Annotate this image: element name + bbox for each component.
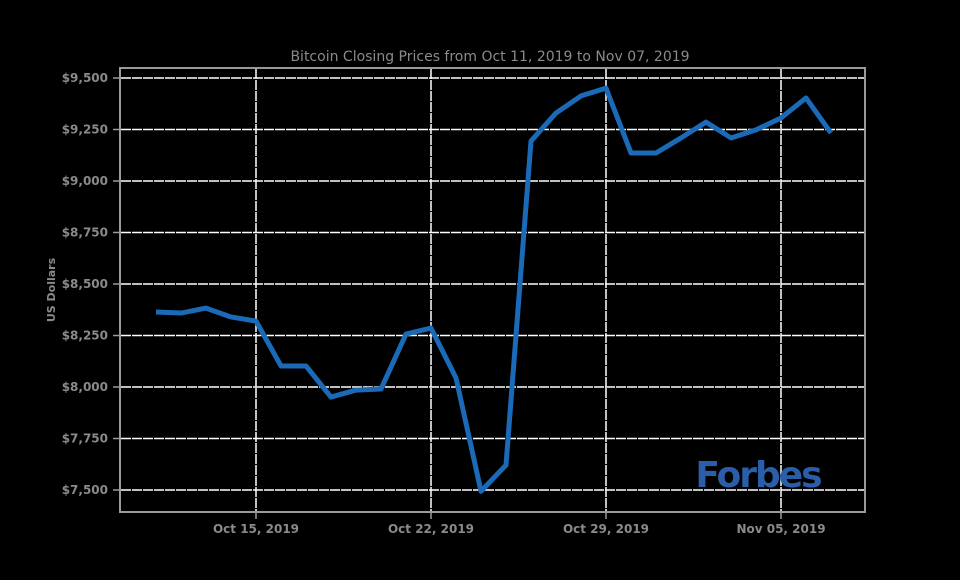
series-line (156, 88, 831, 491)
x-tick-label: Oct 29, 2019 (563, 522, 649, 536)
forbes-logo: Forbes (695, 455, 821, 496)
grid (121, 69, 864, 511)
y-ticks: $7,500 $7,750 $8,000 $8,250 $8,500 $8,750 $9,0… (62, 71, 120, 497)
y-tick-label: $9,250 (62, 123, 108, 137)
plot-frame (120, 68, 865, 512)
x-tick-label: Oct 15, 2019 (213, 522, 299, 536)
y-tick-label: $9,500 (62, 71, 108, 85)
x-tick-label: Oct 22, 2019 (388, 522, 474, 536)
y-tick-label: $8,500 (62, 277, 108, 291)
x-tick-label: Nov 05, 2019 (736, 522, 825, 536)
y-tick-label: $7,500 (62, 483, 108, 497)
y-tick-label: $7,750 (62, 432, 108, 446)
x-ticks: Oct 15, 2019 Oct 22, 2019 Oct 29, 2019 Nov … (213, 512, 826, 536)
data-points (156, 88, 831, 491)
y-tick-label: $8,000 (62, 380, 108, 394)
y-axis-label: US Dollars (45, 257, 58, 322)
y-tick-label: $9,000 (62, 174, 108, 188)
y-tick-label: $8,750 (62, 226, 108, 240)
chart-title: Bitcoin Closing Prices from Oct 11, 2019… (290, 49, 689, 65)
y-tick-label: $8,250 (62, 329, 108, 343)
